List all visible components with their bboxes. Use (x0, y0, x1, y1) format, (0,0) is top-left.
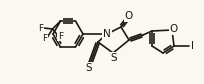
Text: O: O (169, 24, 177, 34)
Text: F: F (58, 32, 63, 40)
Text: F: F (42, 34, 47, 43)
Text: O: O (124, 11, 132, 21)
Text: N: N (103, 29, 110, 39)
Text: I: I (191, 41, 194, 51)
Text: F: F (38, 24, 43, 33)
Text: S: S (85, 63, 92, 73)
Text: S: S (110, 53, 117, 63)
